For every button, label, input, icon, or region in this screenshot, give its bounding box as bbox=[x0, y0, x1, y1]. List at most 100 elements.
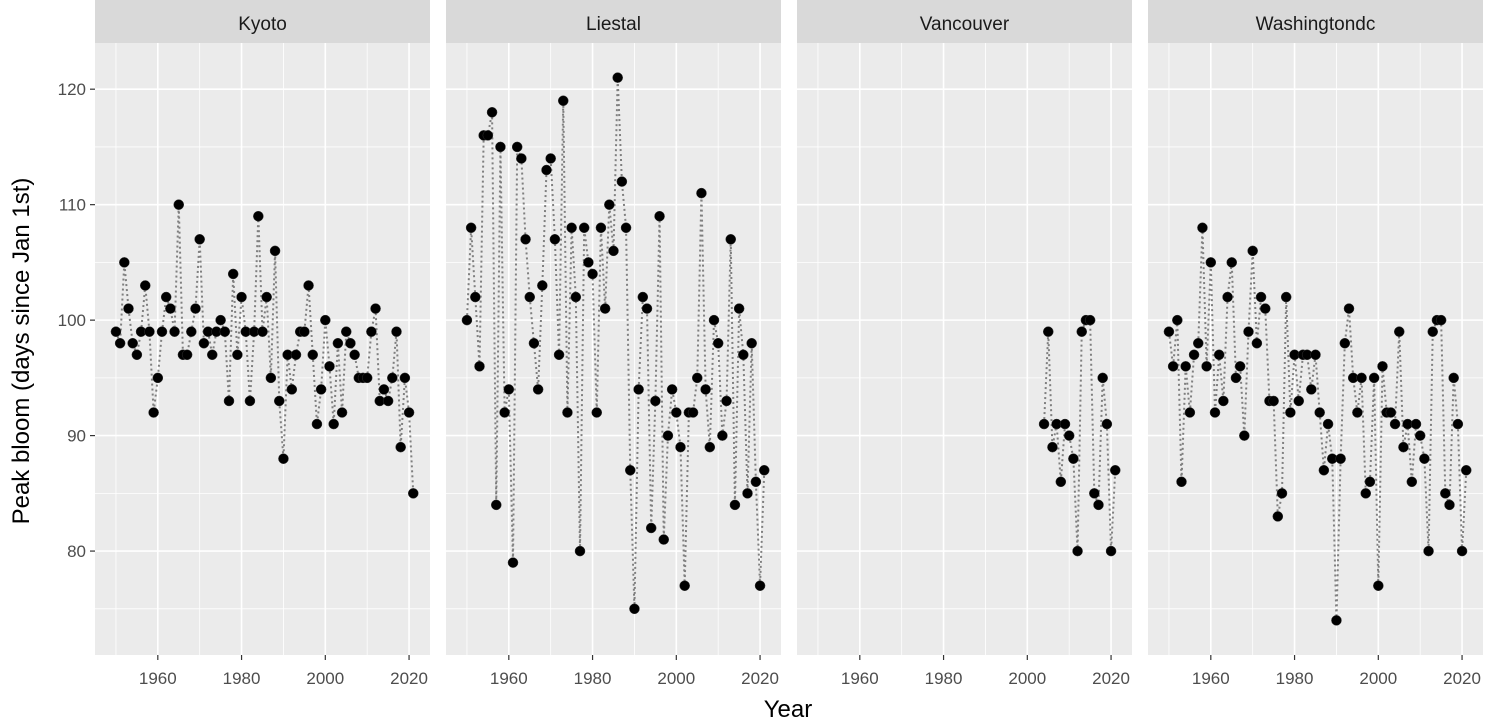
data-point bbox=[1322, 418, 1334, 430]
data-point bbox=[658, 534, 669, 545]
data-point bbox=[257, 326, 268, 337]
data-point bbox=[399, 372, 411, 384]
data-point bbox=[328, 418, 339, 430]
data-point bbox=[1385, 407, 1397, 418]
data-point bbox=[169, 326, 180, 337]
data-point bbox=[704, 441, 716, 453]
data-point bbox=[1230, 372, 1242, 384]
data-point bbox=[465, 222, 477, 234]
data-point bbox=[1247, 245, 1258, 257]
data-point bbox=[583, 257, 594, 268]
data-point bbox=[725, 234, 736, 245]
data-point bbox=[503, 384, 515, 395]
data-point bbox=[1343, 303, 1355, 314]
data-point bbox=[1167, 361, 1179, 372]
facet-panel: Kyoto 1960 1980 2000 2020 bbox=[95, 0, 430, 688]
data-point bbox=[1331, 615, 1342, 626]
data-point bbox=[746, 337, 757, 349]
data-point bbox=[387, 372, 398, 384]
data-point bbox=[1180, 361, 1191, 372]
data-point bbox=[570, 291, 582, 303]
data-point bbox=[1184, 407, 1196, 418]
data-point bbox=[1448, 372, 1459, 384]
data-point bbox=[599, 303, 611, 314]
data-point bbox=[207, 349, 218, 361]
data-point bbox=[253, 210, 264, 222]
data-point bbox=[1076, 326, 1087, 337]
data-point bbox=[1335, 453, 1346, 464]
data-point bbox=[127, 337, 138, 349]
data-point bbox=[1063, 430, 1075, 441]
data-point bbox=[265, 372, 277, 384]
data-point bbox=[1377, 361, 1388, 372]
data-point bbox=[114, 337, 126, 349]
data-point bbox=[486, 107, 498, 118]
x-tick-label: 1960 bbox=[841, 669, 879, 688]
data-point bbox=[307, 349, 318, 361]
data-point bbox=[650, 395, 661, 407]
data-point bbox=[303, 280, 314, 291]
data-point bbox=[742, 488, 753, 499]
x-tick-label: 2000 bbox=[657, 669, 695, 688]
data-point bbox=[633, 384, 644, 395]
x-tick-label: 2000 bbox=[1008, 669, 1046, 688]
data-point bbox=[1055, 476, 1067, 488]
data-point bbox=[1444, 499, 1455, 511]
data-point bbox=[495, 141, 506, 153]
data-point bbox=[332, 337, 344, 349]
data-point bbox=[144, 326, 155, 337]
data-point bbox=[173, 199, 184, 210]
data-point bbox=[1222, 291, 1233, 303]
data-point bbox=[692, 372, 703, 384]
data-point bbox=[1398, 441, 1409, 453]
data-point bbox=[366, 326, 377, 337]
data-point bbox=[675, 441, 686, 453]
data-point bbox=[336, 407, 348, 418]
data-point bbox=[1276, 488, 1288, 499]
series-line bbox=[1167, 227, 1468, 621]
data-point bbox=[219, 326, 231, 337]
facet-strip bbox=[95, 0, 430, 43]
data-point bbox=[236, 291, 247, 303]
data-point bbox=[511, 141, 523, 153]
data-point bbox=[1389, 418, 1401, 430]
data-point bbox=[232, 349, 243, 361]
data-point bbox=[408, 488, 419, 499]
data-point bbox=[1226, 257, 1237, 268]
data-point bbox=[1218, 395, 1229, 407]
data-point bbox=[645, 522, 657, 534]
x-axis-title: Year bbox=[764, 696, 813, 723]
data-point bbox=[131, 349, 143, 361]
data-point bbox=[629, 603, 640, 615]
data-point bbox=[528, 337, 540, 349]
data-point bbox=[215, 314, 226, 326]
data-point bbox=[1456, 545, 1468, 557]
data-point bbox=[541, 164, 552, 176]
data-point bbox=[537, 280, 548, 291]
data-point bbox=[1419, 453, 1430, 464]
data-point bbox=[349, 349, 360, 361]
data-point bbox=[227, 268, 239, 280]
data-point bbox=[1193, 337, 1204, 349]
data-point bbox=[1176, 476, 1187, 488]
panel-background bbox=[95, 43, 430, 655]
data-point bbox=[666, 384, 678, 395]
data-point bbox=[549, 234, 561, 245]
y-tick-label: 80 bbox=[67, 542, 86, 561]
x-tick-label: 1960 bbox=[1192, 669, 1230, 688]
data-point bbox=[604, 199, 615, 210]
data-point bbox=[553, 349, 565, 361]
data-point bbox=[482, 130, 494, 141]
y-axis: 80 90 100 110 120 bbox=[58, 80, 95, 561]
x-tick-label: 1980 bbox=[925, 669, 963, 688]
data-point bbox=[223, 395, 235, 407]
data-point bbox=[1110, 464, 1121, 476]
data-point bbox=[1440, 488, 1451, 499]
data-point bbox=[1205, 257, 1217, 268]
x-tick-label: 2000 bbox=[1359, 669, 1397, 688]
data-point bbox=[679, 580, 690, 591]
data-point bbox=[261, 291, 272, 303]
x-tick-label: 2020 bbox=[741, 669, 779, 688]
data-point bbox=[181, 349, 193, 361]
